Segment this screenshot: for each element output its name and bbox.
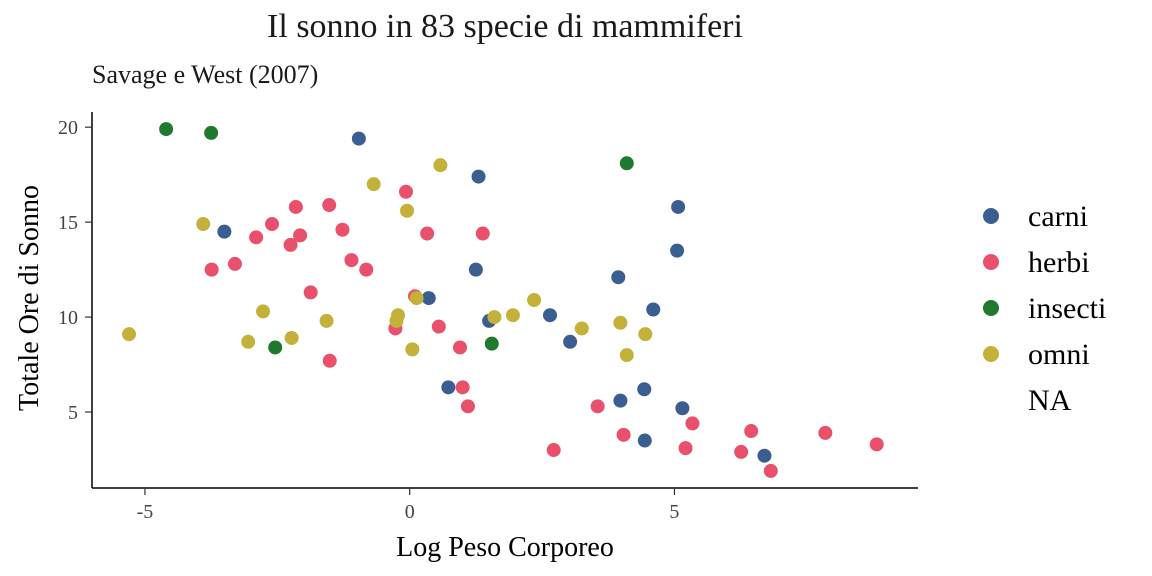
y-tick-label: 10 — [58, 307, 78, 329]
data-point-omni — [405, 342, 420, 357]
data-point-omni — [505, 308, 520, 323]
data-point-insecti — [484, 336, 499, 351]
data-point-carni — [563, 334, 578, 349]
data-point-carni — [543, 308, 558, 323]
data-point-insecti — [268, 340, 283, 355]
data-point-omni — [613, 315, 628, 330]
data-point-herbi — [452, 340, 467, 355]
legend: carni herbi insecti omni NA — [983, 200, 1106, 417]
data-point-herbi — [734, 444, 749, 459]
data-point-herbi — [398, 184, 413, 199]
y-tick-label: 5 — [68, 402, 78, 424]
data-point-herbi — [475, 226, 490, 241]
data-point-carni — [441, 380, 456, 395]
data-point-herbi — [204, 262, 219, 277]
data-point-omni — [196, 217, 211, 232]
data-points — [122, 122, 884, 478]
data-point-herbi — [293, 228, 308, 243]
data-point-herbi — [420, 226, 435, 241]
data-point-insecti — [159, 122, 174, 137]
data-point-omni — [284, 330, 299, 345]
x-axis-title: Log Peso Corporeo — [396, 532, 614, 563]
data-point-carni — [471, 169, 486, 184]
data-point-omni — [574, 321, 589, 336]
axes: -5 0 5 5 10 15 20 — [58, 112, 918, 523]
data-point-carni — [217, 224, 232, 239]
data-point-herbi — [335, 222, 350, 237]
data-point-omni — [638, 327, 653, 342]
legend-label-na: NA — [1028, 384, 1072, 417]
data-point-herbi — [818, 425, 833, 440]
data-point-omni — [409, 291, 424, 306]
data-point-carni — [637, 382, 652, 397]
data-point-omni — [487, 310, 502, 325]
data-point-omni — [389, 313, 404, 328]
data-point-insecti — [619, 156, 634, 171]
legend-label-herbi: herbi — [1028, 246, 1090, 279]
legend-label-insecti: insecti — [1028, 292, 1106, 325]
data-point-herbi — [678, 441, 693, 456]
data-point-insecti — [204, 125, 219, 140]
data-point-herbi — [283, 237, 298, 252]
data-point-herbi — [249, 230, 264, 245]
y-tick-label: 15 — [58, 212, 78, 234]
legend-key-carni — [983, 208, 999, 224]
data-point-carni — [611, 270, 626, 285]
data-point-omni — [433, 158, 448, 173]
data-point-omni — [319, 313, 334, 328]
data-point-carni — [671, 199, 686, 214]
data-point-herbi — [744, 424, 759, 439]
data-point-omni — [619, 348, 634, 363]
data-point-omni — [122, 327, 137, 342]
data-point-herbi — [455, 380, 470, 395]
legend-key-omni — [983, 346, 999, 362]
data-point-herbi — [265, 217, 280, 232]
data-point-herbi — [344, 253, 359, 268]
legend-label-carni: carni — [1028, 200, 1088, 233]
data-point-herbi — [322, 353, 337, 368]
data-point-herbi — [616, 427, 631, 442]
data-point-herbi — [431, 319, 446, 334]
legend-key-insecti — [983, 300, 999, 316]
data-point-carni — [646, 302, 661, 317]
data-point-carni — [670, 243, 685, 258]
data-point-herbi — [303, 285, 318, 300]
data-point-herbi — [685, 416, 700, 431]
data-point-omni — [400, 203, 415, 218]
data-point-omni — [241, 334, 256, 349]
x-tick-label: -5 — [137, 501, 154, 523]
data-point-herbi — [869, 437, 884, 452]
data-point-omni — [527, 293, 542, 307]
data-point-herbi — [288, 199, 303, 214]
data-point-herbi — [227, 256, 242, 271]
x-tick-label: 0 — [405, 501, 415, 523]
x-tick-label: 5 — [669, 501, 679, 523]
data-point-carni — [351, 131, 366, 146]
data-point-omni — [256, 304, 271, 319]
chart-title: Il sonno in 83 specie di mammiferi — [267, 8, 743, 45]
data-point-carni — [468, 262, 483, 277]
data-point-herbi — [322, 198, 337, 213]
data-point-herbi — [460, 399, 475, 414]
data-point-herbi — [546, 443, 561, 458]
data-point-herbi — [590, 399, 605, 414]
data-point-herbi — [359, 262, 374, 277]
y-tick-label: 20 — [58, 117, 78, 139]
data-point-omni — [366, 177, 381, 192]
data-point-carni — [637, 433, 652, 448]
data-point-carni — [421, 291, 436, 306]
legend-label-omni: omni — [1028, 338, 1090, 371]
data-point-herbi — [763, 463, 778, 478]
data-point-carni — [757, 448, 772, 463]
data-point-carni — [613, 393, 628, 408]
y-axis-title: Totale Ore di Sonno — [14, 185, 45, 411]
legend-key-herbi — [983, 254, 999, 270]
data-point-carni — [675, 401, 690, 416]
chart-subtitle: Savage e West (2007) — [92, 60, 319, 89]
